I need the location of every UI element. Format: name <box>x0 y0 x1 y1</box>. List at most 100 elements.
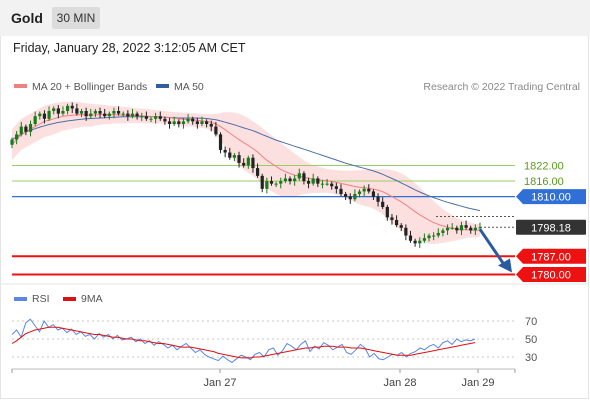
candle-body <box>283 178 287 182</box>
candle-body <box>75 108 79 114</box>
candle-body <box>38 113 42 117</box>
x-tick-label: Jan 28 <box>383 377 416 389</box>
candle-body <box>362 188 366 192</box>
candle-body <box>357 191 362 195</box>
support-label: 1787.00 <box>531 251 571 263</box>
candle-body <box>469 227 473 231</box>
candle-body <box>265 181 269 189</box>
rsi-legend-label: RSI <box>32 293 50 305</box>
candle-body <box>52 108 56 112</box>
candle-body <box>181 121 186 124</box>
resistance-label: 1822.00 <box>524 160 564 172</box>
instrument-title: Gold <box>11 10 43 26</box>
candle-body <box>339 188 343 195</box>
candle-body <box>251 157 255 169</box>
rsi-tick-label: 50 <box>525 334 537 346</box>
candle-body <box>121 113 125 115</box>
candle-body <box>144 116 148 119</box>
candle-body <box>311 178 315 184</box>
candle-body <box>306 181 311 184</box>
candle-body <box>302 173 306 182</box>
last-price-tag <box>516 219 586 235</box>
source-credit: Research © 2022 Trading Central <box>423 81 580 93</box>
candle-body <box>218 134 223 150</box>
candle-body <box>269 181 274 184</box>
candle-body <box>413 240 417 244</box>
candle-body <box>334 186 338 189</box>
candle-body <box>28 123 33 132</box>
header-bar: Gold 30 MIN <box>0 0 590 36</box>
candle-body <box>205 121 209 124</box>
last-price-label: 1798.18 <box>531 222 571 234</box>
candle-body <box>24 126 28 132</box>
candle-body <box>371 191 376 197</box>
candle-body <box>325 183 329 185</box>
candle-body <box>98 111 102 114</box>
pivot-label: 1810.00 <box>531 192 571 204</box>
candle-body <box>167 121 172 124</box>
pivot-tag <box>516 189 586 205</box>
candle-body <box>89 113 93 117</box>
bollinger-band <box>12 101 480 245</box>
forecast-arrow <box>478 228 508 269</box>
candle-body <box>445 227 450 231</box>
candle-body <box>288 178 292 182</box>
candle-body <box>149 118 153 120</box>
resistance-label: 1816.00 <box>524 176 564 188</box>
candle-body <box>191 118 195 122</box>
candle-body <box>348 196 352 200</box>
legend-swatch <box>14 84 27 88</box>
candle-body <box>177 121 181 124</box>
candle-body <box>399 225 403 228</box>
ma50-line <box>11 116 481 212</box>
candle-body <box>478 227 482 229</box>
candle-body <box>19 126 23 135</box>
candle-body <box>107 113 111 117</box>
candle-body <box>441 230 445 233</box>
rsi-ma-line <box>11 326 476 359</box>
x-tick-label: Jan 29 <box>461 377 494 389</box>
candle-body <box>228 152 232 158</box>
rsi-tick-label: 70 <box>525 316 537 328</box>
candle-body <box>404 227 408 236</box>
candle-body <box>61 111 65 114</box>
support-tag <box>516 266 586 282</box>
candle-body <box>279 181 283 184</box>
candle-body <box>186 118 190 122</box>
candle-body <box>385 207 389 218</box>
candle-body <box>200 121 204 124</box>
candle-body <box>79 111 84 114</box>
forecast-arrowhead <box>498 258 512 273</box>
candle-body <box>418 240 422 244</box>
candle-body <box>316 178 320 184</box>
candle-body <box>376 196 380 202</box>
candle-body <box>140 116 144 118</box>
candle-body <box>274 183 278 185</box>
rsi-legend-label: 9MA <box>81 293 103 305</box>
candle-body <box>84 111 88 117</box>
candle-body <box>126 113 130 117</box>
timeframe-button[interactable]: 30 MIN <box>52 7 100 29</box>
candle-body <box>209 123 213 127</box>
candle-body <box>56 108 60 114</box>
candle-body <box>103 113 107 117</box>
candle-body <box>381 201 385 208</box>
candle-body <box>320 183 325 185</box>
rsi-tick-label: 30 <box>525 352 537 364</box>
candle-body <box>422 238 426 241</box>
candle-body <box>242 162 246 166</box>
candle-body <box>214 126 218 135</box>
candle-body <box>232 155 237 158</box>
candle-body <box>163 118 167 122</box>
candle-body <box>394 219 399 226</box>
timestamp: Friday, January 28, 2022 3:12:05 AM CET <box>13 41 246 55</box>
candle-body <box>436 232 440 236</box>
candle-body <box>367 188 371 192</box>
candle-body <box>432 235 436 237</box>
candle-body <box>260 175 264 189</box>
candle-body <box>42 113 47 119</box>
candle-body <box>15 134 19 140</box>
candle-body <box>353 194 357 200</box>
support-tag <box>516 248 586 264</box>
candle-body <box>93 111 98 114</box>
